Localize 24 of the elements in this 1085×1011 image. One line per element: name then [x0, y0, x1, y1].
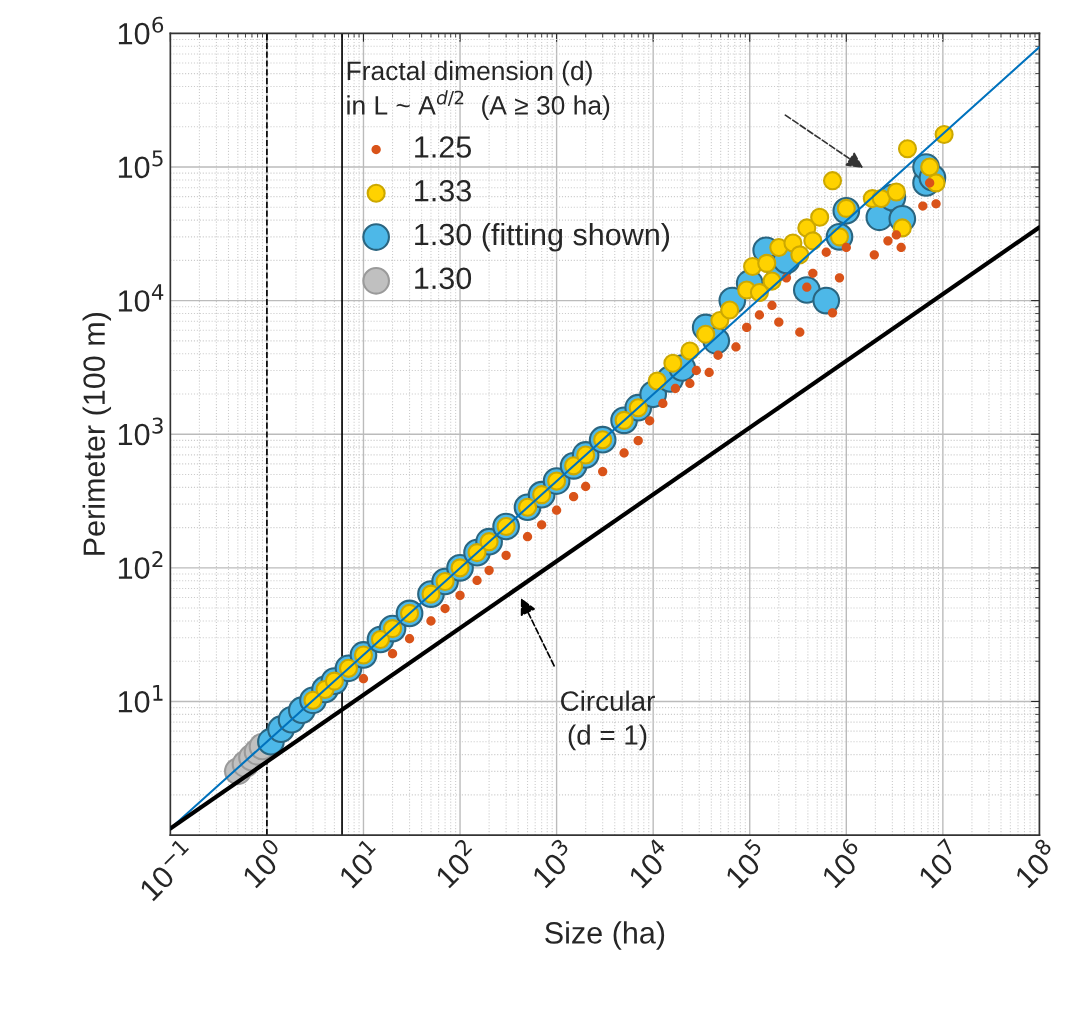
y-tick-label: 10$^{5}$ — [118, 150, 163, 179]
y-tick-label: 10$^{1}$ — [118, 685, 163, 713]
legend-label: 1.25 — [415, 136, 471, 158]
legend-label: 1.30 (fitting shown) — [415, 222, 670, 252]
x-tick-label: 10$^{6}$ — [816, 837, 868, 889]
x-tick-label: 10$^{8}$ — [1009, 837, 1061, 889]
x-tick-label: 10$^{−1}$ — [134, 838, 198, 902]
x-tick-label: 10$^{3}$ — [526, 837, 578, 889]
x-tick-label: 10$^{4}$ — [623, 837, 675, 889]
y-tick-label: 10$^{3}$ — [118, 417, 163, 446]
x-tick-label: 10$^{2}$ — [430, 838, 481, 889]
legend-label: 1.33 — [415, 179, 471, 202]
x-tick-label: 10$^{0}$ — [237, 837, 289, 889]
y-tick-label: 10$^{4}$ — [118, 284, 164, 312]
x-tick-label: 10$^{7}$ — [913, 838, 964, 889]
y-tick-label: 10$^{6}$ — [118, 16, 164, 45]
y-tick-label: 10$^{2}$ — [118, 551, 163, 579]
annotation: Circular (d = 1) — [561, 690, 655, 751]
legend-title: Fractal dimension (d) in L ~ A$^{d/2}$ (A ≥ 30 ha) — [347, 60, 610, 120]
x-axis-title: Size (ha) — [545, 921, 665, 950]
x-tick-label: 10$^{1}$ — [333, 838, 385, 889]
x-tick-label: 10$^{5}$ — [720, 838, 771, 889]
legend-label: 1.30 — [415, 267, 472, 290]
y-axis-title: Perimeter (100 m) — [82, 313, 112, 555]
